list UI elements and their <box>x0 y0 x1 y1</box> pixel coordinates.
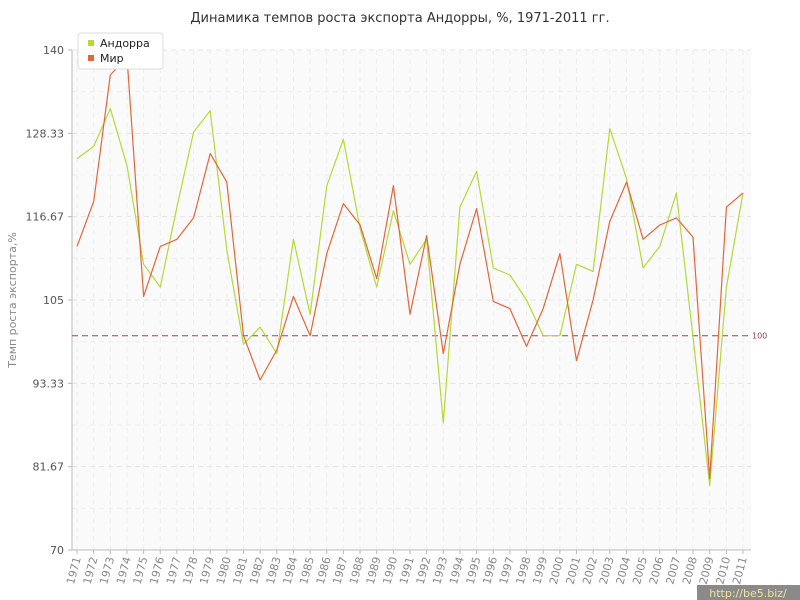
y-tick-label: 128.33 <box>26 127 65 140</box>
reference-line-label: 100 <box>752 332 767 341</box>
y-tick-label: 93.33 <box>33 377 65 390</box>
legend-swatch-andorra <box>88 40 94 46</box>
series-line-world <box>76 56 744 480</box>
reference-line-group: 100 <box>72 332 767 341</box>
legend-box <box>77 32 164 70</box>
watermark-background <box>697 585 800 600</box>
chart-title: Динамика темпов роста экспорта Андорры, … <box>190 11 609 26</box>
y-axis-label: Темп роста экспорта,% <box>6 232 19 369</box>
y-axis-ticks: 70 81.67 93.33 105 116.67 128.33 140 <box>26 44 72 557</box>
legend-label-andorra: Андорра <box>100 37 150 50</box>
legend-label-world: Мир <box>100 52 124 65</box>
y-tick-label: 81.67 <box>33 461 65 474</box>
watermark-link[interactable]: http://be5.biz/ <box>709 587 787 600</box>
y-tick-label: 140 <box>43 44 64 57</box>
legend-item-andorra[interactable]: Андорра <box>88 37 150 50</box>
grid-lines <box>72 49 751 550</box>
plot-area <box>72 50 751 550</box>
series-lines <box>76 56 744 487</box>
y-tick-label: 116.67 <box>26 211 65 224</box>
legend[interactable]: Андорра Мир <box>77 32 164 70</box>
series-line-andorra <box>76 107 744 487</box>
y-tick-label: 70 <box>50 544 64 557</box>
y-tick-label: 105 <box>43 294 64 307</box>
legend-item-world[interactable]: Мир <box>88 52 124 65</box>
watermark[interactable]: http://be5.biz/ <box>697 585 800 600</box>
legend-swatch-world <box>88 55 94 61</box>
